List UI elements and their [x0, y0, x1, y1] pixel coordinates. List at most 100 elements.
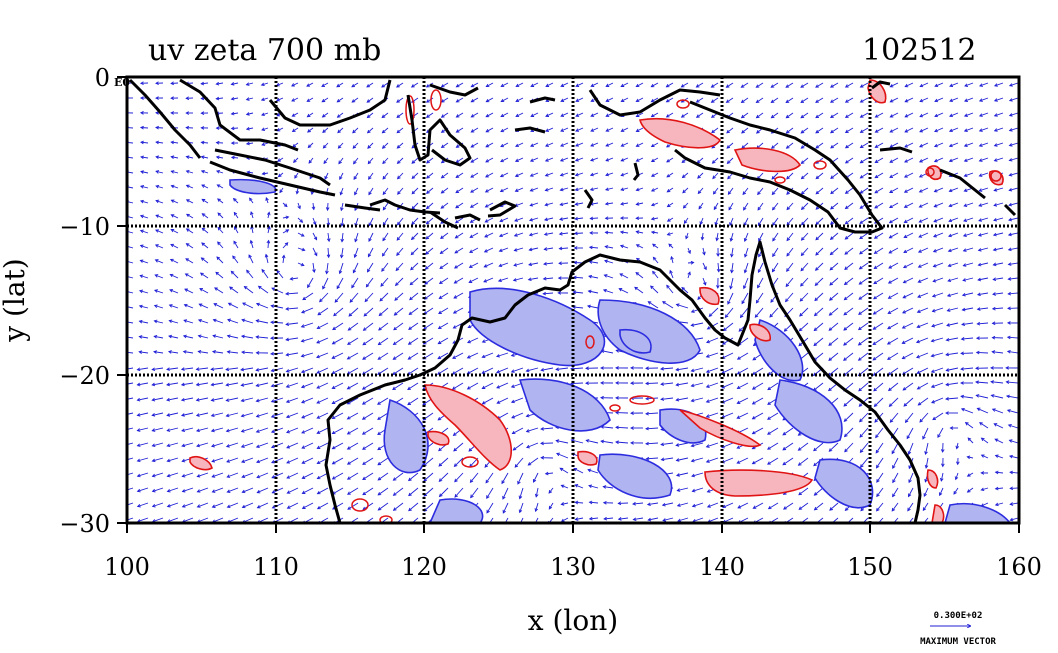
wind-vector	[902, 307, 914, 314]
wind-vector	[767, 427, 779, 435]
wind-vector	[186, 213, 194, 219]
wind-vector	[166, 397, 179, 401]
wind-vector-head	[544, 202, 549, 207]
wind-vector-head	[500, 83, 505, 88]
wind-vector	[905, 82, 914, 88]
wind-vector	[366, 97, 374, 103]
wind-vector	[211, 457, 224, 463]
wind-vector	[934, 157, 944, 163]
wind-vector	[904, 187, 914, 193]
wind-vector-head	[675, 382, 680, 387]
wind-vector-head	[873, 235, 878, 239]
wind-vector	[233, 212, 239, 219]
wind-vector	[256, 382, 269, 387]
wind-vector-head	[600, 439, 605, 444]
wind-vector-head	[705, 444, 710, 448]
wind-vector-head	[858, 265, 863, 270]
wind-vector	[196, 367, 209, 370]
wind-vector	[876, 502, 884, 512]
wind-vector	[545, 172, 554, 177]
wind-vector-head	[1006, 321, 1011, 325]
wind-vector	[606, 97, 614, 102]
wind-vector	[393, 487, 404, 496]
wind-vector	[296, 187, 299, 194]
wind-vector	[860, 187, 869, 194]
wind-vector-head	[690, 368, 695, 373]
wind-vector-head	[772, 253, 776, 258]
wind-vector	[411, 217, 419, 225]
wind-vector-head	[353, 160, 357, 165]
wind-vector	[257, 502, 269, 509]
wind-vector-head	[529, 158, 534, 162]
wind-vector-head	[226, 474, 231, 478]
wind-vector	[167, 472, 179, 477]
wind-vector	[354, 232, 359, 242]
wind-vector	[410, 247, 419, 255]
wind-vector	[741, 142, 749, 149]
wind-vector-head	[185, 125, 190, 130]
wind-vector-head	[844, 144, 849, 149]
wind-vector	[166, 412, 179, 416]
wind-vector-head	[876, 479, 880, 483]
wind-vector-head	[620, 201, 624, 206]
wind-vector-head	[843, 311, 848, 316]
wind-vector	[590, 187, 599, 191]
wind-vector-head	[169, 258, 174, 263]
wind-vector-head	[904, 99, 909, 103]
wind-vector-head	[281, 254, 286, 259]
wind-vector-head	[210, 413, 215, 418]
wind-vector	[267, 212, 270, 219]
wind-vector-head	[234, 225, 238, 230]
wind-vector-head	[170, 140, 175, 145]
wind-vector-head	[166, 443, 171, 448]
wind-vector-head	[751, 416, 756, 420]
wind-vector-head	[181, 504, 186, 508]
wind-vector	[651, 217, 659, 220]
wind-vector	[246, 127, 254, 130]
wind-vector-head	[828, 327, 833, 331]
wind-vector-head	[530, 113, 535, 117]
wind-vector-head	[751, 460, 756, 465]
wind-vector-head	[407, 386, 411, 391]
wind-vector	[196, 442, 209, 447]
wind-vector	[453, 307, 464, 314]
wind-vector-head	[873, 403, 878, 408]
wind-vector	[393, 337, 404, 345]
wind-vector	[267, 226, 270, 234]
wind-vector	[948, 262, 959, 267]
wind-vector-head	[139, 244, 144, 248]
wind-vector	[332, 352, 344, 359]
wind-vector	[813, 382, 824, 391]
wind-vector-head	[340, 222, 344, 227]
wind-vector-head	[317, 311, 322, 316]
wind-vector-head	[859, 205, 864, 209]
wind-vector-head	[697, 296, 701, 301]
wind-vector-head	[346, 431, 351, 435]
wind-vector	[382, 157, 389, 164]
wind-vector	[814, 487, 824, 496]
wind-vector-head	[993, 128, 998, 132]
wind-vector-head	[993, 113, 998, 117]
wind-vector-head	[196, 504, 201, 508]
wind-vector	[152, 367, 164, 371]
wind-vector-head	[255, 429, 260, 433]
wind-vector-head	[255, 319, 260, 323]
wind-vector	[367, 142, 374, 149]
wind-vector-head	[166, 397, 171, 402]
wind-vector-head	[1009, 486, 1014, 491]
wind-vector	[727, 292, 734, 305]
wind-vector	[919, 112, 929, 118]
wind-vector-head	[945, 382, 950, 387]
wind-vector	[1008, 217, 1019, 221]
wind-vector	[814, 502, 824, 511]
wind-vector-head	[333, 312, 337, 317]
wind-vector	[500, 97, 509, 102]
wind-vector	[767, 457, 779, 465]
wind-vector-head	[785, 114, 790, 119]
wind-vector-head	[930, 384, 935, 388]
wind-vector	[875, 442, 884, 454]
wind-vector	[167, 517, 179, 523]
wind-vector	[230, 270, 239, 279]
wind-vector	[615, 441, 629, 444]
wind-vector-head	[408, 326, 412, 330]
